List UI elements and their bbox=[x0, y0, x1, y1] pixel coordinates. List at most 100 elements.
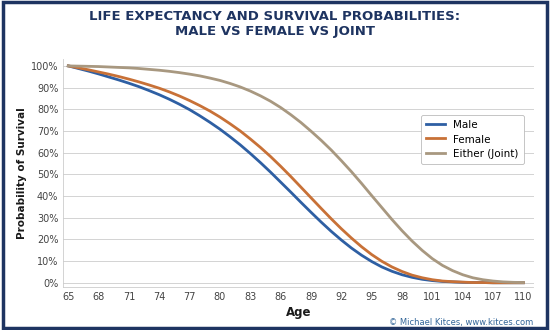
Male bbox=[146, 89, 152, 93]
Either (Joint) bbox=[277, 106, 284, 110]
Either (Joint) bbox=[136, 67, 142, 71]
Male bbox=[307, 210, 314, 214]
Female bbox=[449, 280, 456, 284]
Female bbox=[75, 66, 82, 70]
Either (Joint) bbox=[106, 65, 112, 69]
Male bbox=[449, 280, 456, 284]
Male bbox=[318, 220, 324, 224]
Either (Joint) bbox=[378, 206, 385, 210]
X-axis label: Age: Age bbox=[285, 306, 311, 319]
Line: Either (Joint): Either (Joint) bbox=[68, 66, 524, 282]
Female bbox=[500, 281, 507, 285]
Female bbox=[116, 75, 122, 79]
Male bbox=[207, 120, 213, 124]
Text: © Michael Kitces, www.kitces.com: © Michael Kitces, www.kitces.com bbox=[389, 318, 534, 327]
Either (Joint) bbox=[500, 280, 507, 284]
Either (Joint) bbox=[207, 76, 213, 80]
Male bbox=[247, 151, 254, 155]
Female bbox=[490, 281, 496, 285]
Either (Joint) bbox=[429, 257, 436, 261]
Male bbox=[257, 161, 264, 165]
Either (Joint) bbox=[267, 99, 274, 103]
Female bbox=[227, 122, 233, 126]
Female bbox=[348, 236, 355, 240]
Female bbox=[429, 278, 436, 282]
Male bbox=[217, 127, 223, 131]
Male bbox=[429, 279, 436, 282]
Text: LIFE EXPECTANCY AND SURVIVAL PROBABILITIES:
MALE VS FEMALE VS JOINT: LIFE EXPECTANCY AND SURVIVAL PROBABILITI… bbox=[90, 10, 460, 38]
Female bbox=[257, 146, 264, 149]
Male bbox=[106, 75, 112, 79]
Female bbox=[470, 280, 476, 284]
Either (Joint) bbox=[116, 65, 122, 69]
Female bbox=[378, 259, 385, 263]
Male bbox=[520, 281, 527, 285]
Female bbox=[176, 94, 183, 98]
Male bbox=[277, 180, 284, 184]
Either (Joint) bbox=[95, 65, 102, 69]
Female bbox=[338, 227, 345, 231]
Male bbox=[65, 64, 72, 68]
Male bbox=[116, 78, 122, 82]
Either (Joint) bbox=[196, 74, 203, 78]
Male bbox=[298, 200, 304, 204]
Either (Joint) bbox=[439, 263, 446, 267]
Female bbox=[307, 196, 314, 200]
Female bbox=[267, 154, 274, 158]
Male bbox=[237, 143, 244, 147]
Male bbox=[85, 69, 92, 73]
Either (Joint) bbox=[217, 79, 223, 82]
Male bbox=[126, 81, 133, 85]
Female bbox=[439, 279, 446, 283]
Male bbox=[439, 280, 446, 283]
Male bbox=[348, 246, 355, 250]
Either (Joint) bbox=[186, 72, 193, 76]
Either (Joint) bbox=[257, 94, 264, 98]
Either (Joint) bbox=[166, 69, 173, 73]
Either (Joint) bbox=[338, 159, 345, 163]
Either (Joint) bbox=[298, 120, 304, 124]
Either (Joint) bbox=[470, 276, 476, 280]
Female bbox=[328, 217, 334, 221]
Either (Joint) bbox=[237, 85, 244, 89]
Female bbox=[126, 77, 133, 81]
Either (Joint) bbox=[449, 269, 456, 273]
Female bbox=[186, 99, 193, 103]
Female bbox=[399, 270, 405, 274]
Male bbox=[136, 85, 142, 89]
Male bbox=[196, 114, 203, 118]
Female bbox=[166, 90, 173, 94]
Either (Joint) bbox=[348, 170, 355, 174]
Either (Joint) bbox=[399, 229, 405, 233]
Female bbox=[389, 265, 395, 269]
Female bbox=[277, 164, 284, 168]
Female bbox=[237, 129, 244, 133]
Female bbox=[85, 68, 92, 72]
Either (Joint) bbox=[520, 280, 527, 284]
Male bbox=[156, 93, 163, 97]
Female bbox=[419, 276, 426, 280]
Male bbox=[328, 229, 334, 233]
Female bbox=[510, 281, 516, 285]
Male bbox=[480, 280, 486, 284]
Either (Joint) bbox=[176, 71, 183, 75]
Male bbox=[470, 280, 476, 284]
Female bbox=[196, 104, 203, 108]
Female bbox=[288, 175, 294, 179]
Either (Joint) bbox=[318, 138, 324, 142]
Male bbox=[459, 280, 466, 284]
Female bbox=[136, 80, 142, 84]
Female bbox=[65, 64, 72, 68]
Either (Joint) bbox=[358, 182, 365, 185]
Female bbox=[156, 86, 163, 90]
Y-axis label: Probability of Survival: Probability of Survival bbox=[16, 107, 27, 239]
Female bbox=[358, 245, 365, 249]
Male bbox=[419, 277, 426, 281]
Female bbox=[520, 281, 527, 285]
Male bbox=[267, 170, 274, 174]
Line: Male: Male bbox=[68, 66, 524, 283]
Male bbox=[75, 67, 82, 71]
Line: Female: Female bbox=[68, 66, 524, 283]
Male bbox=[288, 190, 294, 194]
Either (Joint) bbox=[328, 148, 334, 152]
